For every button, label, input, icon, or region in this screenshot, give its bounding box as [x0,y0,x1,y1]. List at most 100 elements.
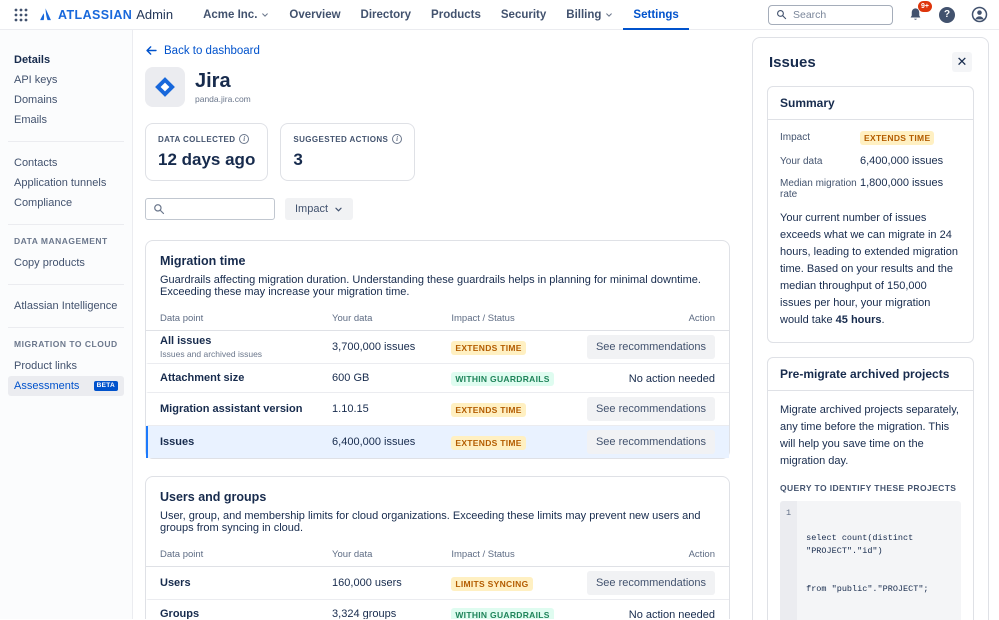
query-line-2: from "public"."PROJECT"; [806,584,929,595]
sidebar-divider [8,284,124,285]
migration-time-card: Migration time Guardrails affecting migr… [145,240,730,459]
status-badge: EXTENDS TIME [451,436,526,451]
info-icon[interactable]: i [239,134,250,144]
summary-explanation: Your current number of issues exceeds wh… [780,212,958,327]
atlassian-admin-logo[interactable]: ATLASSIAN Admin [38,7,173,22]
back-to-dashboard-link[interactable]: Back to dashboard [145,44,260,57]
nav-item-overview[interactable]: Overview [289,8,341,21]
table-filter-row: Impact [145,198,730,220]
nav-item-products[interactable]: Products [431,8,481,21]
topnav-actions: 9+ ? [768,0,989,25]
user-avatar-icon [971,6,987,23]
brand-secondary-text: Admin [136,7,174,22]
sidebar-item-product-links[interactable]: Product links [14,360,77,372]
summary-median-rate-row: Median migration rate 1,800,000 issues [780,177,944,201]
no-action-text: No action needed [628,373,715,385]
stats-row: DATA COLLECTED i 12 days ago SUGGESTED A… [145,123,730,181]
question-mark-icon: ? [939,6,955,23]
chevron-down-icon [262,12,269,17]
section-title: Users and groups [160,490,267,504]
nav-item-org-switcher[interactable]: Acme Inc. [193,0,279,30]
query-line-1: select count(distinct "PROJECT"."id") [806,533,919,556]
summary-card: Summary Impact EXTENDS TIME Your data 6,… [767,86,974,343]
nav-item-billing[interactable]: Billing [556,0,623,30]
code-line-number: 1 [780,500,798,620]
sidebar-item-emails[interactable]: Emails [14,114,48,126]
top-navigation: ATLASSIAN Admin Acme Inc. Overview Direc… [0,0,999,30]
status-badge: LIMITS SYNCING [451,577,533,592]
help-button[interactable]: ? [937,5,957,25]
sidebar-item-api-keys[interactable]: API keys [14,74,58,86]
table-row-migration-assistant-version: Migration assistant version 1.10.15 EXTE… [146,393,729,426]
arrow-left-icon [146,46,157,55]
summary-card-title: Summary [768,87,973,120]
table-row-users: Users 160,000 users LIMITS SYNCING See r… [146,567,729,600]
sidebar-item-compliance[interactable]: Compliance [14,197,73,209]
table-row-all-issues: All issues Issues and archived issues 3,… [146,331,729,364]
summary-your-data-row: Your data 6,400,000 issues [780,155,944,168]
impact-filter-button[interactable]: Impact [285,198,354,220]
nav-item-security[interactable]: Security [500,8,547,21]
table-row-attachment-size: Attachment size 600 GB WITHIN GUARDRAILS… [146,364,729,393]
premigrate-description: Migrate archived projects separately, an… [780,403,959,467]
table-search[interactable] [145,198,275,220]
status-badge: EXTENDS TIME [451,341,526,356]
close-icon: ✕ [956,54,968,69]
global-search[interactable] [768,4,893,25]
page-title: Jira [195,70,231,92]
stat-card-data-collected: DATA COLLECTED i 12 days ago [145,123,269,181]
status-badge: EXTENDS TIME [451,403,526,418]
users-groups-card: Users and groups User, group, and member… [145,476,730,619]
table-header: Data point Your data Impact / Status Act… [146,534,729,567]
notification-count-badge: 9+ [918,0,932,12]
table-row-groups: Groups 3,324 groups WITHIN GUARDRAILS No… [146,600,729,619]
info-icon[interactable]: i [392,134,403,144]
product-subdomain: panda.jira.com [195,94,251,104]
sidebar-divider [8,224,124,225]
sidebar-item-copy-products[interactable]: Copy products [14,257,85,269]
no-action-text: No action needed [628,609,715,619]
status-badge: WITHIN GUARDRAILS [451,608,554,619]
table-row-issues-selected[interactable]: Issues 6,400,000 issues EXTENDS TIME See… [146,426,729,458]
data-collected-value: 12 days ago [158,150,256,169]
see-recommendations-button[interactable]: See recommendations [586,397,715,421]
nav-item-directory[interactable]: Directory [360,8,412,21]
chevron-down-icon [335,207,342,212]
stat-card-suggested-actions: SUGGESTED ACTIONS i 3 [280,123,416,181]
notifications-button[interactable]: 9+ [905,0,932,25]
sidebar-item-application-tunnels[interactable]: Application tunnels [14,177,107,189]
nav-item-settings[interactable]: Settings [623,0,689,30]
section-title: Migration time [160,254,246,268]
search-icon [777,10,787,20]
search-input[interactable] [793,8,873,21]
see-recommendations-button[interactable]: See recommendations [586,430,715,454]
see-recommendations-button[interactable]: See recommendations [586,571,715,595]
settings-sidebar: Details API keys Domains Emails Contacts… [0,30,133,619]
sidebar-header-data-management: DATA MANAGEMENT [14,236,108,246]
app-switcher-icon[interactable] [10,4,32,26]
summary-impact-row: Impact EXTENDS TIME [780,131,961,146]
chevron-down-icon [606,12,613,17]
table-search-input[interactable] [171,203,266,215]
jira-logo [145,67,185,107]
sidebar-item-domains[interactable]: Domains [14,94,58,106]
sidebar-item-atlassian-intelligence[interactable]: Atlassian Intelligence [14,300,118,312]
status-badge: WITHIN GUARDRAILS [451,372,554,387]
sidebar-item-assessments[interactable]: Assessments BETA [8,376,124,396]
sidebar-divider [8,327,124,328]
premigrate-card: Pre-migrate archived projects Migrate ar… [767,356,974,620]
sidebar-item-details[interactable]: Details [14,54,51,66]
primary-nav: Acme Inc. Overview Directory Products Se… [193,0,689,30]
table-header: Data point Your data Impact / Status Act… [146,298,729,331]
section-description: Guardrails affecting migration duration.… [160,274,701,298]
profile-button[interactable] [969,5,989,25]
atlassian-mark-icon [40,8,51,21]
query-label: QUERY TO IDENTIFY THESE PROJECTS [780,482,957,493]
close-panel-button[interactable]: ✕ [952,52,972,72]
see-recommendations-button[interactable]: See recommendations [586,335,715,359]
panel-title: Issues [769,53,816,71]
sidebar-item-contacts[interactable]: Contacts [14,157,58,169]
sidebar-divider [8,141,124,142]
query-code-block[interactable]: 1 select count(distinct "PROJECT"."id") … [780,500,961,620]
search-icon [154,204,165,215]
